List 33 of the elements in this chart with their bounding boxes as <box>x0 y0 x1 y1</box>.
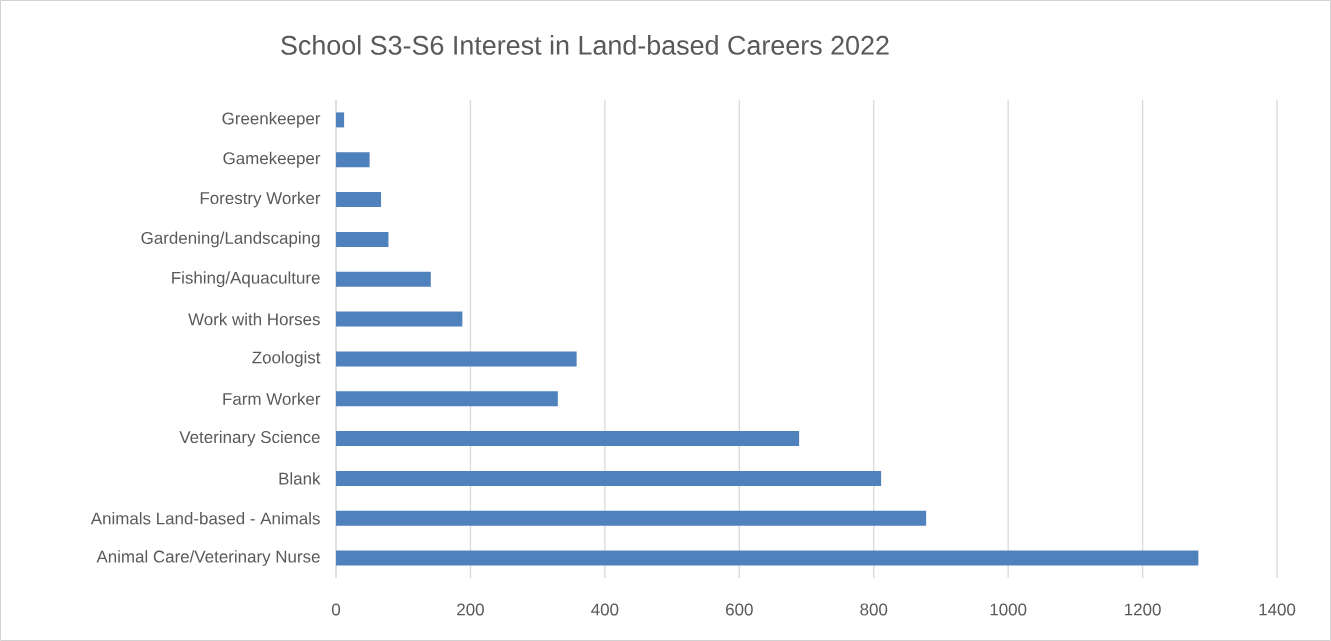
y-tick-label: Zoologist <box>252 351 321 367</box>
x-tick-label: 1200 <box>1125 603 1161 616</box>
y-tick-label: Gardening/Landscaping <box>141 231 320 248</box>
bar <box>336 550 1199 566</box>
y-tick-label: Greenkeeper <box>222 112 321 128</box>
y-tick-label: Gamekeeper <box>223 151 321 168</box>
x-tick-label: 600 <box>726 603 753 616</box>
bar <box>336 351 577 367</box>
bar <box>336 311 463 327</box>
y-tick-label: Farm Worker <box>223 392 321 405</box>
y-tick-label: Work with Horses <box>188 312 320 326</box>
x-tick-label: 200 <box>457 603 484 616</box>
y-tick-label: Fishing/Aquaculture <box>172 271 320 288</box>
y-tick-label: Animal Care/Veterinary Nurse <box>96 550 320 566</box>
x-tick-label: 1000 <box>990 603 1027 616</box>
y-tick-label: Animals Land-based - Animals <box>90 512 320 525</box>
bar <box>336 271 431 287</box>
bar <box>336 152 370 168</box>
x-tick-label: 0 <box>331 603 341 616</box>
y-tick-label: Blank <box>279 472 321 485</box>
bar <box>336 470 882 486</box>
y-tick-label: Veterinary Science <box>179 430 320 447</box>
x-tick-label: 800 <box>860 603 888 616</box>
bar <box>336 192 382 208</box>
x-tick-label: 400 <box>591 603 619 616</box>
y-tick-label: Forestry Worker <box>200 191 321 208</box>
bar <box>336 231 389 247</box>
bar <box>336 431 800 447</box>
x-tick-label: 1400 <box>1259 603 1296 616</box>
bar <box>336 112 345 128</box>
bar <box>336 510 927 526</box>
bar <box>336 391 558 407</box>
chart-title: School S3-S6 Interest in Land-based Careers 2022 <box>281 35 889 55</box>
